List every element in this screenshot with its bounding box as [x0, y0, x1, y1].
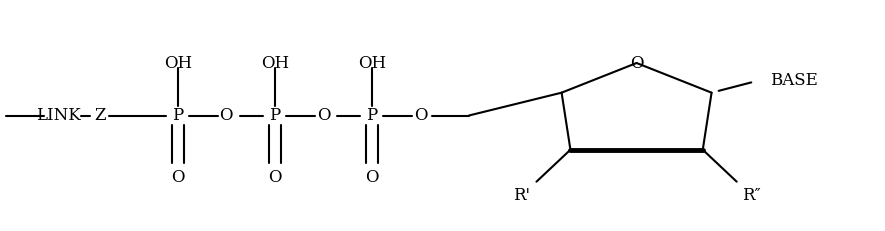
Text: P: P: [269, 107, 281, 124]
Text: Z: Z: [95, 107, 106, 124]
Text: R': R': [513, 187, 530, 204]
Text: LINK: LINK: [36, 107, 81, 124]
Text: P: P: [366, 107, 378, 124]
Text: R″: R″: [742, 187, 760, 204]
Text: O: O: [317, 107, 330, 124]
Text: OH: OH: [164, 55, 192, 72]
Text: O: O: [630, 55, 643, 72]
Text: O: O: [219, 107, 233, 124]
Text: O: O: [171, 169, 185, 186]
Text: BASE: BASE: [770, 72, 818, 89]
Text: O: O: [366, 169, 379, 186]
Text: O: O: [268, 169, 281, 186]
Text: O: O: [413, 107, 427, 124]
Text: OH: OH: [358, 55, 386, 72]
Text: P: P: [173, 107, 183, 124]
Text: OH: OH: [261, 55, 289, 72]
